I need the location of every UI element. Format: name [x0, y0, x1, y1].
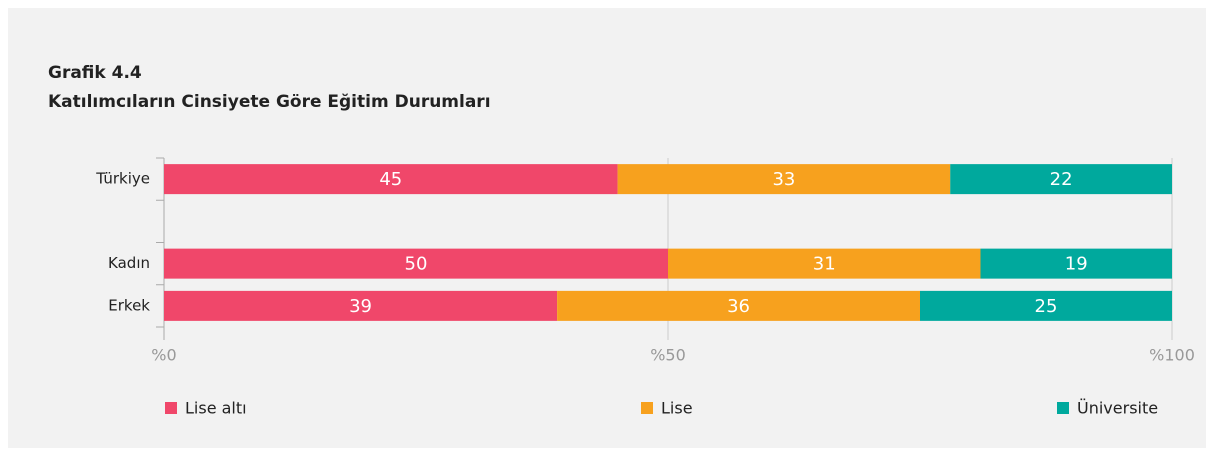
bar-segment	[950, 164, 1172, 195]
bar-segment	[164, 290, 558, 321]
bar-segment	[164, 248, 668, 279]
value-label: 19	[1065, 254, 1088, 275]
legend-label: Lise altı	[185, 399, 247, 418]
value-label: 39	[349, 296, 372, 317]
y-tick-label: Türkiye	[95, 170, 150, 188]
legend-swatch	[165, 402, 177, 414]
value-label: 36	[727, 296, 750, 317]
bar-segment	[617, 164, 951, 195]
x-tick-label: %100	[1149, 346, 1195, 365]
panel	[8, 8, 1206, 448]
legend-swatch	[641, 402, 653, 414]
legend-label: Üniversite	[1077, 399, 1158, 418]
chart-title: Grafik 4.4	[48, 63, 142, 83]
bar-segment	[668, 248, 981, 279]
x-tick-label: %0	[151, 346, 176, 365]
legend-label: Lise	[661, 399, 693, 418]
x-tick-label: %50	[650, 346, 686, 365]
value-label: 50	[405, 254, 428, 275]
chart-subtitle: Katılımcıların Cinsiyete Göre Eğitim Dur…	[48, 92, 491, 112]
y-tick-label: Erkek	[108, 296, 150, 314]
value-label: 45	[379, 169, 402, 190]
y-tick-label: Kadın	[108, 254, 150, 272]
legend-swatch	[1057, 402, 1069, 414]
bar-segment	[164, 164, 618, 195]
value-label: 25	[1035, 296, 1058, 317]
bar-segment	[920, 290, 1172, 321]
value-label: 31	[813, 254, 836, 275]
bar-segment	[980, 248, 1172, 279]
value-label: 33	[772, 169, 795, 190]
value-label: 22	[1050, 169, 1073, 190]
bar-segment	[557, 290, 920, 321]
